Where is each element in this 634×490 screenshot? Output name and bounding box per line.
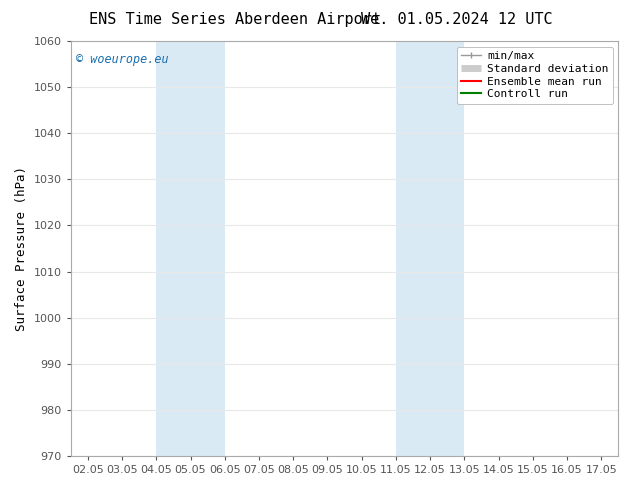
Y-axis label: Surface Pressure (hPa): Surface Pressure (hPa) (15, 166, 28, 331)
Text: © woeurope.eu: © woeurope.eu (76, 53, 169, 67)
Legend: min/max, Standard deviation, Ensemble mean run, Controll run: min/max, Standard deviation, Ensemble me… (457, 47, 613, 104)
Text: We. 01.05.2024 12 UTC: We. 01.05.2024 12 UTC (361, 12, 552, 27)
Text: ENS Time Series Aberdeen Airport: ENS Time Series Aberdeen Airport (89, 12, 380, 27)
Bar (157, 41, 225, 456)
Bar (396, 41, 465, 456)
